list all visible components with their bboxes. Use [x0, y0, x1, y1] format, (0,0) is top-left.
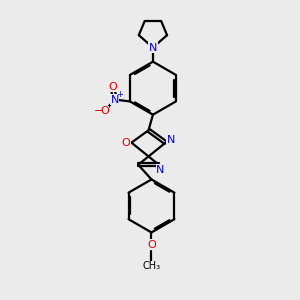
- Text: N: N: [149, 43, 157, 52]
- Text: +: +: [116, 90, 123, 99]
- Text: CH₃: CH₃: [142, 261, 160, 271]
- Text: O: O: [122, 138, 130, 148]
- Text: N: N: [110, 95, 119, 105]
- Text: O: O: [147, 240, 156, 250]
- Text: O: O: [100, 106, 109, 116]
- Text: −: −: [94, 106, 103, 116]
- Text: N: N: [156, 165, 164, 175]
- Text: O: O: [108, 82, 117, 92]
- Text: N: N: [167, 135, 175, 145]
